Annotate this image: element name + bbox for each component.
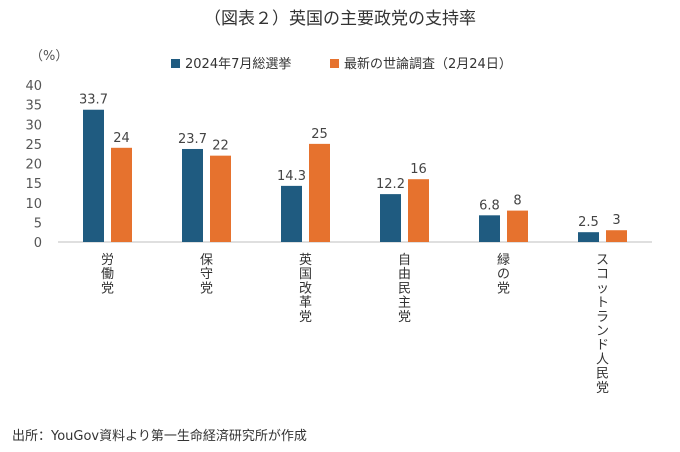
bar-election: [83, 109, 104, 242]
bar-poll: [210, 155, 231, 242]
data-label: 12.2: [376, 177, 405, 192]
category-label: スコットランド人民党: [596, 253, 609, 396]
legend-label-series2: 最新の世論調査（2月24日）: [344, 56, 512, 72]
category-label: 緑の党: [497, 253, 510, 296]
data-label: 6.8: [479, 198, 500, 213]
y-axis: 0 5 10 15 20 25 30 35 40: [25, 79, 42, 251]
data-label: 14.3: [277, 169, 306, 184]
data-label: 23.7: [178, 132, 207, 147]
bar-election: [281, 185, 302, 242]
legend-label-series1: 2024年7月総選挙: [185, 57, 291, 72]
bar-election: [380, 194, 401, 242]
y-tick-label: 35: [25, 99, 42, 114]
source-note: 出所：YouGov資料より第一生命経済研究所が作成: [12, 428, 307, 444]
y-tick-label: 30: [25, 118, 42, 133]
bar-poll: [309, 143, 330, 242]
data-label: 2.5: [578, 215, 599, 230]
bar-election: [182, 148, 203, 242]
y-tick-label: 10: [25, 197, 42, 212]
bar-poll: [111, 147, 132, 242]
bar-election: [578, 232, 599, 242]
category-label: 英国改革党: [299, 253, 312, 325]
legend-swatch-series1: [171, 59, 180, 68]
bars: [83, 109, 627, 242]
y-tick-label: 25: [25, 138, 42, 153]
legend-swatch-series2: [330, 59, 339, 68]
data-label: 3: [612, 213, 620, 228]
data-label: 33.7: [79, 93, 108, 108]
bar-poll: [408, 179, 429, 242]
y-tick-label: 40: [25, 79, 42, 94]
legend: 2024年7月総選挙 最新の世論調査（2月24日）: [171, 56, 512, 72]
category-label: 自由民主党: [398, 253, 411, 325]
data-label: 8: [513, 194, 521, 209]
y-axis-unit: （%）: [30, 49, 68, 64]
data-label: 22: [212, 139, 229, 154]
category-label: 保守党: [200, 253, 213, 296]
data-labels: 33.7 24 23.7 22 14.3 25 12.2 16 6.8 8 2.5 3: [79, 93, 621, 230]
bar-poll: [606, 230, 627, 242]
category-labels: 労働党 保守党 英国改革党 自由民主党 緑の党 スコットランド人民党: [101, 253, 609, 396]
category-label: 労働党: [101, 253, 114, 296]
bar-election: [479, 215, 500, 242]
chart-title: （図表２）英国の主要政党の支持率: [204, 9, 476, 29]
y-tick-label: 15: [25, 177, 42, 192]
data-label: 16: [410, 162, 427, 177]
y-tick-label: 0: [34, 236, 42, 251]
bar-poll: [507, 210, 528, 242]
y-tick-label: 20: [25, 158, 42, 173]
data-label: 25: [311, 127, 328, 142]
y-tick-label: 5: [34, 216, 42, 231]
data-label: 24: [113, 131, 130, 146]
